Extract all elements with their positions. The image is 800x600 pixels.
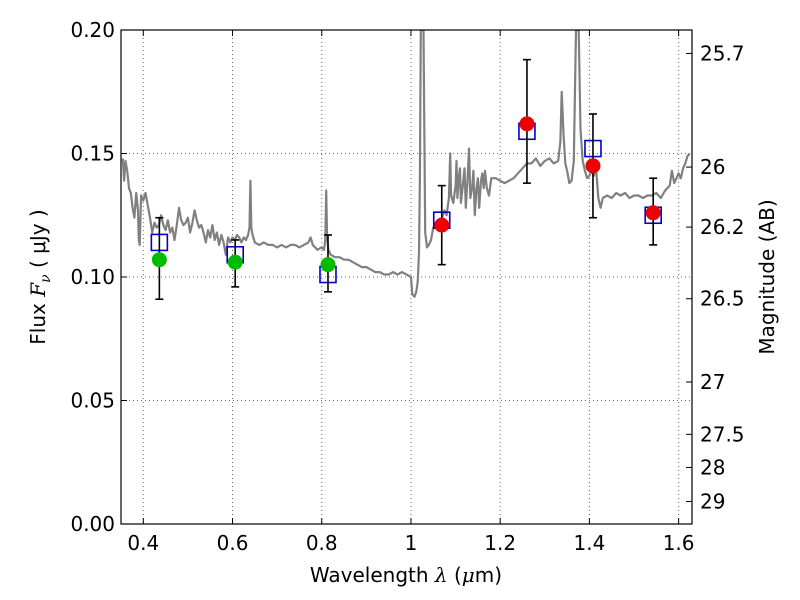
y-axis-label-symbol: F [26, 282, 50, 298]
y-tick-label: 0.10 [70, 265, 115, 289]
plot-area [121, 30, 691, 301]
observed-flux-point [645, 205, 661, 221]
grid [121, 30, 692, 524]
template-sed-line [121, 30, 691, 298]
observed-flux-point [320, 257, 336, 273]
plot-frame [120, 29, 693, 525]
y-tick-label: 0.15 [70, 142, 115, 166]
observed-flux-point [227, 254, 243, 270]
y2-tick-label: 26 [700, 155, 725, 179]
y-axis-label: Flux Fν ( μJy ) [26, 209, 54, 344]
observed-flux-point [434, 217, 450, 233]
x-tick-label: 1.2 [484, 531, 516, 555]
axis-ticks: 0.4 0.6 0.8 1 1.2 1.4 1.6 0.00 0.05 0.10 0.15 0.20 2… [70, 18, 744, 555]
observed-flux-point [151, 252, 167, 268]
x-axis-label-text: Wavelength [310, 563, 429, 587]
x-tick-label: 0.4 [127, 531, 159, 555]
y2-tick-label: 26.5 [700, 287, 745, 311]
y2-axis-label: Magnitude (AB) [755, 199, 779, 354]
x-axis-label: Wavelength λ (μm) [310, 563, 502, 587]
x-axis-label-symbol: λ [434, 563, 448, 587]
y-tick-label: 0.20 [70, 18, 115, 42]
y2-tick-label: 27.5 [700, 422, 745, 446]
y2-tick-label: 29 [700, 490, 725, 514]
x-tick-label: 1.6 [663, 531, 695, 555]
x-axis-label-unit-open: ( [448, 563, 462, 587]
x-axis-label-unit-rest: m) [475, 563, 502, 587]
y-axis-label-subscript: ν [38, 274, 54, 283]
x-tick-label: 0.6 [217, 531, 249, 555]
x-tick-label: 0.8 [306, 531, 338, 555]
x-tick-label: 1 [405, 531, 418, 555]
y2-tick-label: 26.2 [700, 215, 745, 239]
observed-flux-point [519, 116, 535, 132]
x-axis-label-unit-mu: μ [462, 563, 475, 587]
observed-flux-point [585, 158, 601, 174]
x-tick-label: 1.4 [573, 531, 605, 555]
y2-tick-label: 25.7 [700, 41, 745, 65]
y-axis-label-unit: ( μJy ) [26, 209, 50, 268]
y-tick-label: 0.05 [70, 389, 115, 413]
y-tick-label: 0.00 [70, 512, 115, 536]
y2-tick-label: 28 [700, 455, 725, 479]
y2-tick-label: 27 [700, 370, 725, 394]
y-axis-label-text: Flux [26, 303, 50, 345]
